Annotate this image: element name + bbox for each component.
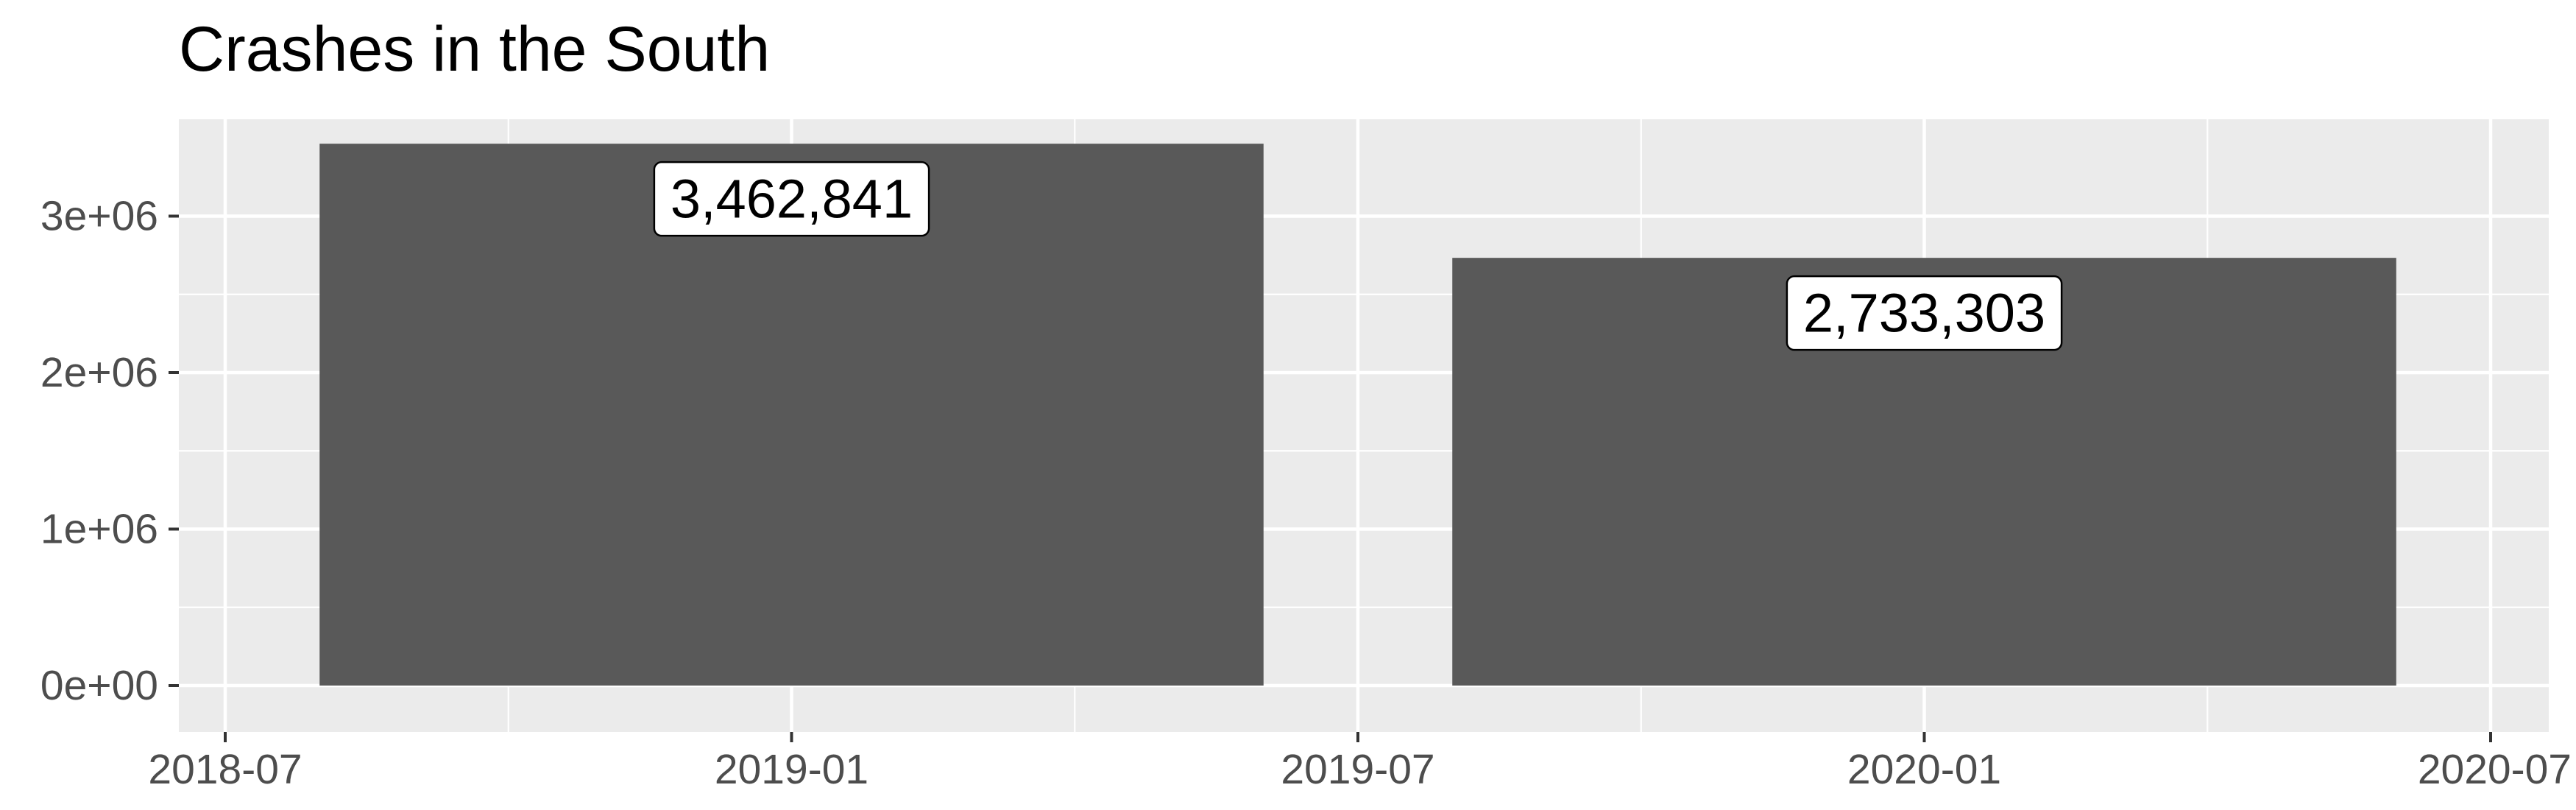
- data-label-1: 3,462,841: [653, 161, 930, 237]
- x-tick-label: 2019-07: [1281, 746, 1434, 793]
- x-tick-label: 2020-07: [2418, 746, 2572, 793]
- y-tick-label: 0e+00: [40, 662, 158, 709]
- x-tick-label: 2020-01: [1847, 746, 2001, 793]
- chart-title: Crashes in the South: [179, 14, 771, 85]
- x-tick-label: 2019-01: [715, 746, 868, 793]
- data-label-box: [653, 161, 930, 237]
- y-tick-label: 3e+06: [40, 193, 158, 240]
- data-label-box: [1786, 275, 2063, 351]
- data-label-text: 3,462,841: [670, 169, 913, 230]
- data-label-text: 2,733,303: [1803, 283, 2045, 344]
- x-axis: 2018-07 2019-01 2019-07 2020-01 2020-07: [148, 732, 2572, 793]
- y-tick-label: 2e+06: [40, 349, 158, 396]
- data-labels: 3,462,841 2,733,303: [653, 161, 2063, 351]
- y-axis: 0e+00 1e+06 2e+06 3e+06: [40, 193, 179, 709]
- y-tick-label: 1e+06: [40, 506, 158, 553]
- data-label-2: 2,733,303: [1786, 275, 2063, 351]
- x-tick-label: 2018-07: [148, 746, 302, 793]
